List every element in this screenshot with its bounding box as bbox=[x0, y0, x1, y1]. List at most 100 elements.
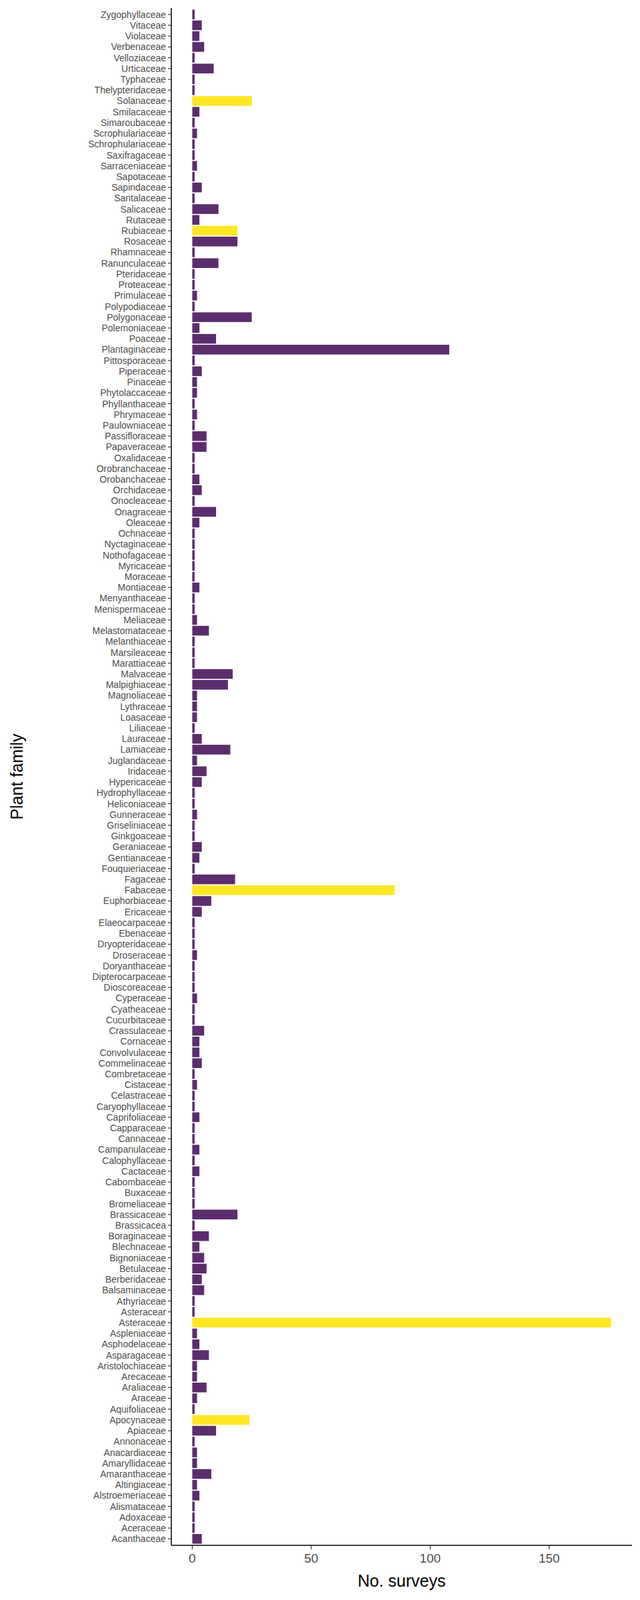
bar bbox=[192, 669, 233, 680]
y-tick-label: Primulaceae bbox=[114, 290, 166, 301]
y-tick-label: Aquifoliaceae bbox=[110, 1404, 166, 1415]
bar bbox=[192, 344, 449, 355]
y-tick bbox=[168, 814, 172, 815]
bar bbox=[192, 193, 195, 204]
y-tick-label: Brassicaceae bbox=[110, 1209, 166, 1220]
y-tick bbox=[168, 1268, 172, 1269]
y-tick bbox=[168, 1333, 172, 1334]
bar bbox=[192, 1339, 200, 1350]
y-tick-label: Geraniaceae bbox=[112, 841, 166, 852]
y-tick-label: Cabombaceae bbox=[105, 1176, 166, 1188]
y-tick-label: Rosaceae bbox=[124, 236, 166, 247]
bar bbox=[192, 701, 197, 712]
y-tick-label: Betulaceae bbox=[119, 1263, 166, 1274]
y-tick-label: Crassulaceae bbox=[108, 1025, 166, 1036]
x-tick-label: 50 bbox=[304, 1551, 318, 1566]
y-tick-label: Verbenaceae bbox=[110, 41, 166, 52]
y-tick-label: Alismataceae bbox=[110, 1501, 166, 1512]
x-tick-label: 100 bbox=[419, 1551, 441, 1566]
x-tick bbox=[548, 1545, 550, 1550]
y-tick-label: Rutaceae bbox=[126, 214, 166, 226]
y-tick-label: Rubiaceae bbox=[121, 225, 166, 236]
y-tick-label: Aristolochiaceae bbox=[97, 1360, 166, 1372]
y-tick bbox=[168, 100, 172, 102]
y-tick bbox=[168, 673, 172, 674]
bar bbox=[192, 1274, 202, 1285]
y-tick bbox=[168, 306, 172, 307]
y-tick-label: Paulowniaceae bbox=[102, 420, 166, 431]
y-tick-label: Amaranthaceae bbox=[100, 1468, 166, 1480]
bar bbox=[192, 236, 238, 247]
y-tick-label: Vitaceae bbox=[130, 20, 166, 31]
y-tick bbox=[168, 24, 172, 26]
y-tick-label: Myricaceae bbox=[118, 560, 166, 572]
y-tick-label: Polygonaceae bbox=[106, 312, 166, 323]
bar bbox=[192, 1372, 197, 1382]
x-tick-label: 0 bbox=[188, 1551, 196, 1566]
y-tick-label: Smilacaceae bbox=[112, 106, 166, 118]
y-tick-label: Altingiaceae bbox=[115, 1479, 166, 1490]
y-tick-label: Euphorbiaceae bbox=[103, 895, 166, 906]
bar bbox=[192, 1415, 250, 1426]
bar bbox=[192, 755, 197, 766]
y-tick-label: Sapindaceae bbox=[111, 182, 166, 193]
y-tick-label: Ginkgoaceae bbox=[110, 830, 166, 842]
y-tick bbox=[168, 1095, 172, 1096]
y-tick-label: Salicaceae bbox=[120, 204, 167, 215]
y-tick bbox=[168, 1106, 172, 1107]
bar bbox=[192, 150, 195, 160]
y-tick-label: Berberidaceae bbox=[105, 1274, 166, 1285]
bar bbox=[192, 528, 195, 539]
axes: AcanthaceaeAceraceaeAdoxaceaeAlismatacea… bbox=[88, 8, 632, 1566]
y-tick bbox=[168, 878, 172, 880]
bar bbox=[192, 128, 197, 139]
y-tick bbox=[168, 976, 172, 977]
y-tick bbox=[168, 1300, 172, 1302]
bar bbox=[192, 506, 216, 517]
y-tick bbox=[168, 78, 172, 80]
y-tick-label: Fouquieriaceae bbox=[101, 863, 166, 874]
y-tick bbox=[168, 1462, 172, 1464]
y-tick bbox=[168, 468, 172, 469]
bar bbox=[192, 485, 202, 496]
y-tick bbox=[168, 662, 172, 664]
y-tick bbox=[168, 1452, 172, 1453]
y-tick-label: Montiaceae bbox=[118, 582, 167, 593]
y-tick bbox=[168, 1116, 172, 1118]
bar bbox=[192, 377, 197, 388]
bar bbox=[192, 172, 195, 182]
y-tick bbox=[168, 360, 172, 361]
y-tick bbox=[168, 122, 172, 123]
y-tick bbox=[168, 295, 172, 296]
bar bbox=[192, 1404, 195, 1414]
bar bbox=[192, 1242, 200, 1252]
y-tick bbox=[168, 1160, 172, 1161]
y-tick bbox=[168, 1192, 172, 1194]
bar bbox=[192, 820, 195, 831]
bar bbox=[192, 1296, 195, 1306]
y-tick-label: Buxaceae bbox=[124, 1187, 166, 1198]
y-tick bbox=[168, 1278, 172, 1280]
bar bbox=[192, 972, 195, 982]
y-tick bbox=[168, 716, 172, 718]
y-tick bbox=[168, 1127, 172, 1128]
bar bbox=[192, 442, 206, 452]
y-tick bbox=[168, 803, 172, 804]
bar bbox=[192, 1426, 216, 1436]
bar bbox=[192, 1231, 209, 1242]
bar bbox=[192, 204, 218, 214]
bar bbox=[192, 982, 195, 993]
y-tick bbox=[168, 782, 172, 783]
y-tick bbox=[168, 1527, 172, 1528]
bar bbox=[192, 1361, 197, 1372]
y-tick-label: Polemoniaceae bbox=[101, 322, 166, 334]
bar bbox=[192, 1350, 209, 1360]
bar bbox=[192, 1490, 200, 1501]
y-tick bbox=[168, 641, 172, 642]
y-tick-label: Typhaceae bbox=[120, 74, 167, 85]
y-tick-label: Phyllanthaceae bbox=[102, 398, 166, 410]
y-tick bbox=[168, 284, 172, 286]
bar bbox=[192, 1501, 195, 1512]
y-tick bbox=[168, 1062, 172, 1064]
bar bbox=[192, 1285, 204, 1296]
